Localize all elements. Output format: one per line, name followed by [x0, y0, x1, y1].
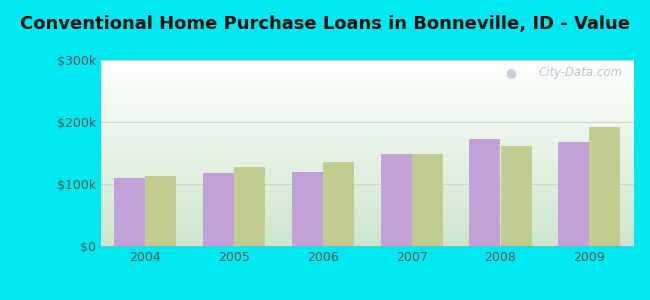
Bar [323, 162, 354, 246]
Bar [411, 154, 443, 246]
Bar [114, 178, 145, 246]
Bar [145, 176, 176, 246]
Text: ●: ● [506, 66, 517, 79]
Text: City-Data.com: City-Data.com [539, 66, 623, 79]
Bar [558, 142, 590, 246]
Bar [590, 127, 620, 246]
Bar [234, 167, 265, 246]
Text: Conventional Home Purchase Loans in Bonneville, ID - Value: Conventional Home Purchase Loans in Bonn… [20, 15, 630, 33]
Bar [500, 146, 532, 246]
Bar [381, 154, 411, 246]
Bar [292, 172, 323, 246]
Bar [469, 140, 501, 246]
Bar [203, 173, 234, 246]
